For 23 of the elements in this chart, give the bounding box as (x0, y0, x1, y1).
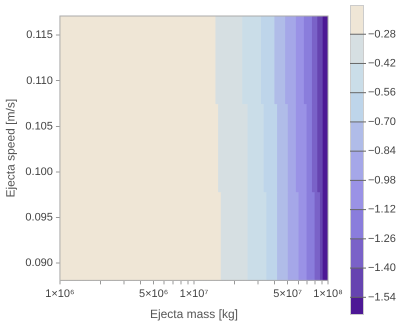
x-tick-label: 5×10⁶ (138, 288, 168, 300)
x-tick-label: 5×10⁷ (273, 288, 302, 300)
color-bar-label: −0.98 (368, 174, 396, 186)
y-tick-label: 0.110 (26, 74, 53, 87)
color-bar-label: −1.54 (368, 291, 396, 304)
color-bar-label: −0.28 (368, 28, 396, 40)
color-bar-label: −0.42 (368, 57, 396, 70)
y-tick-label: 0.095 (25, 212, 53, 224)
x-tick-label: 1×10⁷ (180, 288, 208, 300)
x-tick-label: 1×10⁶ (45, 288, 75, 300)
y-axis-title: Ejecta speed [m/s] (4, 98, 18, 198)
color-bar-label: −0.70 (368, 116, 396, 128)
x-axis-title: Ejecta mass [kg] (150, 307, 238, 322)
color-bar-label: −0.84 (368, 145, 396, 158)
color-bar-label: −1.26 (368, 232, 396, 245)
y-tick-label: 0.105 (25, 120, 53, 132)
y-tick-label: 0.115 (26, 29, 53, 42)
color-bar-label: −1.12 (368, 204, 396, 216)
color-bar-label: −1.40 (368, 262, 396, 274)
y-tick-label: 0.100 (25, 166, 53, 178)
x-tick-label: 1×10⁸ (313, 288, 343, 300)
y-tick-label: 0.090 (25, 257, 53, 270)
color-bar-label: −0.56 (368, 86, 396, 99)
